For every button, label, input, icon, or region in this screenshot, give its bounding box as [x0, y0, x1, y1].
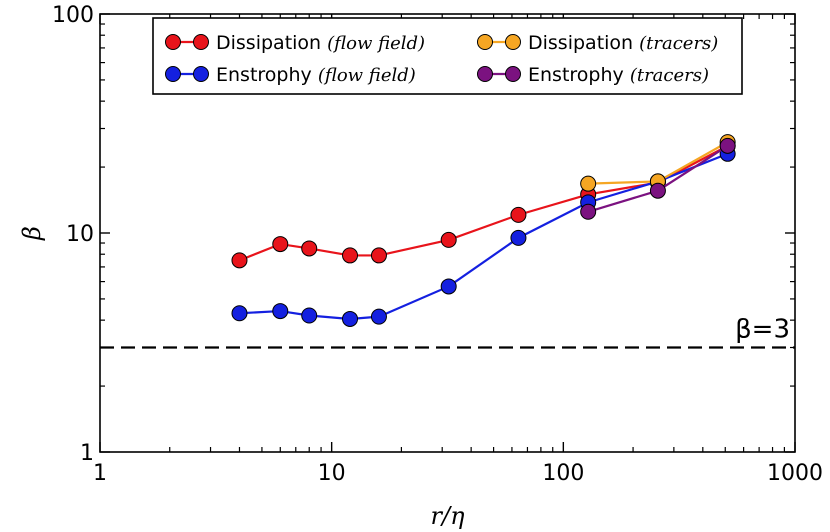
y-axis-label: β — [18, 226, 46, 241]
legend-marker — [165, 34, 181, 50]
series-line — [239, 152, 729, 321]
legend-label: Enstrophy (tracers) — [528, 64, 709, 86]
data-point — [272, 236, 289, 253]
legend-marker — [477, 66, 493, 82]
x-tick-label: 1000 — [767, 461, 823, 486]
reference-line-label: β=3 — [735, 315, 790, 345]
y-tick-label: 1 — [80, 441, 94, 466]
x-tick-label: 10 — [318, 461, 346, 486]
series-2 — [580, 134, 736, 192]
data-point — [580, 203, 597, 220]
data-point — [370, 308, 387, 325]
series-line — [239, 144, 729, 262]
data-point — [231, 252, 248, 269]
data-point — [440, 231, 457, 248]
legend-entry: Enstrophy (tracers) — [477, 64, 709, 86]
legend-label: Enstrophy (flow field) — [216, 64, 416, 86]
x-axis-label: r/η — [431, 502, 466, 530]
series-0 — [231, 137, 736, 269]
y-tick-label: 100 — [52, 3, 94, 28]
data-point — [370, 247, 387, 264]
series-1 — [231, 145, 736, 327]
data-point — [440, 278, 457, 295]
series-3 — [580, 137, 736, 220]
data-point — [510, 206, 527, 223]
x-tick-label: 1 — [93, 461, 107, 486]
data-point — [342, 247, 359, 264]
legend-marker — [477, 34, 493, 50]
data-point — [342, 310, 359, 327]
legend-label: Dissipation (tracers) — [528, 32, 718, 54]
legend-entry: Enstrophy (flow field) — [165, 64, 416, 86]
legend-marker — [165, 66, 181, 82]
legend-entry: Dissipation (flow field) — [165, 32, 425, 54]
legend-box — [152, 17, 743, 95]
y-tick-label: 10 — [66, 222, 94, 247]
legend-marker — [193, 34, 209, 50]
data-point — [649, 182, 666, 199]
legend-marker — [505, 66, 521, 82]
data-point — [301, 240, 318, 257]
legend-marker — [193, 66, 209, 82]
data-point — [510, 229, 527, 246]
legend: Dissipation (flow field) Enstrophy (flow … — [152, 17, 743, 95]
legend-marker — [505, 34, 521, 50]
data-point — [301, 307, 318, 324]
data-point — [719, 137, 736, 154]
data-point — [580, 175, 597, 192]
data-point — [272, 303, 289, 320]
data-point — [231, 305, 248, 322]
legend-entry: Dissipation (tracers) — [477, 32, 718, 54]
x-tick-label: 100 — [542, 461, 584, 486]
legend-label: Dissipation (flow field) — [216, 32, 425, 54]
